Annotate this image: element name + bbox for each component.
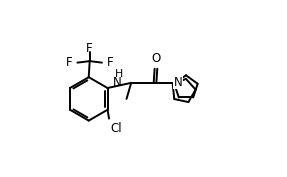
Text: N: N xyxy=(174,76,183,88)
Text: O: O xyxy=(151,52,161,65)
Text: N: N xyxy=(113,76,121,88)
Text: N: N xyxy=(174,76,183,89)
Text: N: N xyxy=(174,76,183,88)
Text: Cl: Cl xyxy=(110,122,122,135)
Text: F: F xyxy=(107,56,114,69)
Text: F: F xyxy=(86,42,93,55)
Text: F: F xyxy=(65,56,72,69)
Text: H: H xyxy=(115,69,123,79)
